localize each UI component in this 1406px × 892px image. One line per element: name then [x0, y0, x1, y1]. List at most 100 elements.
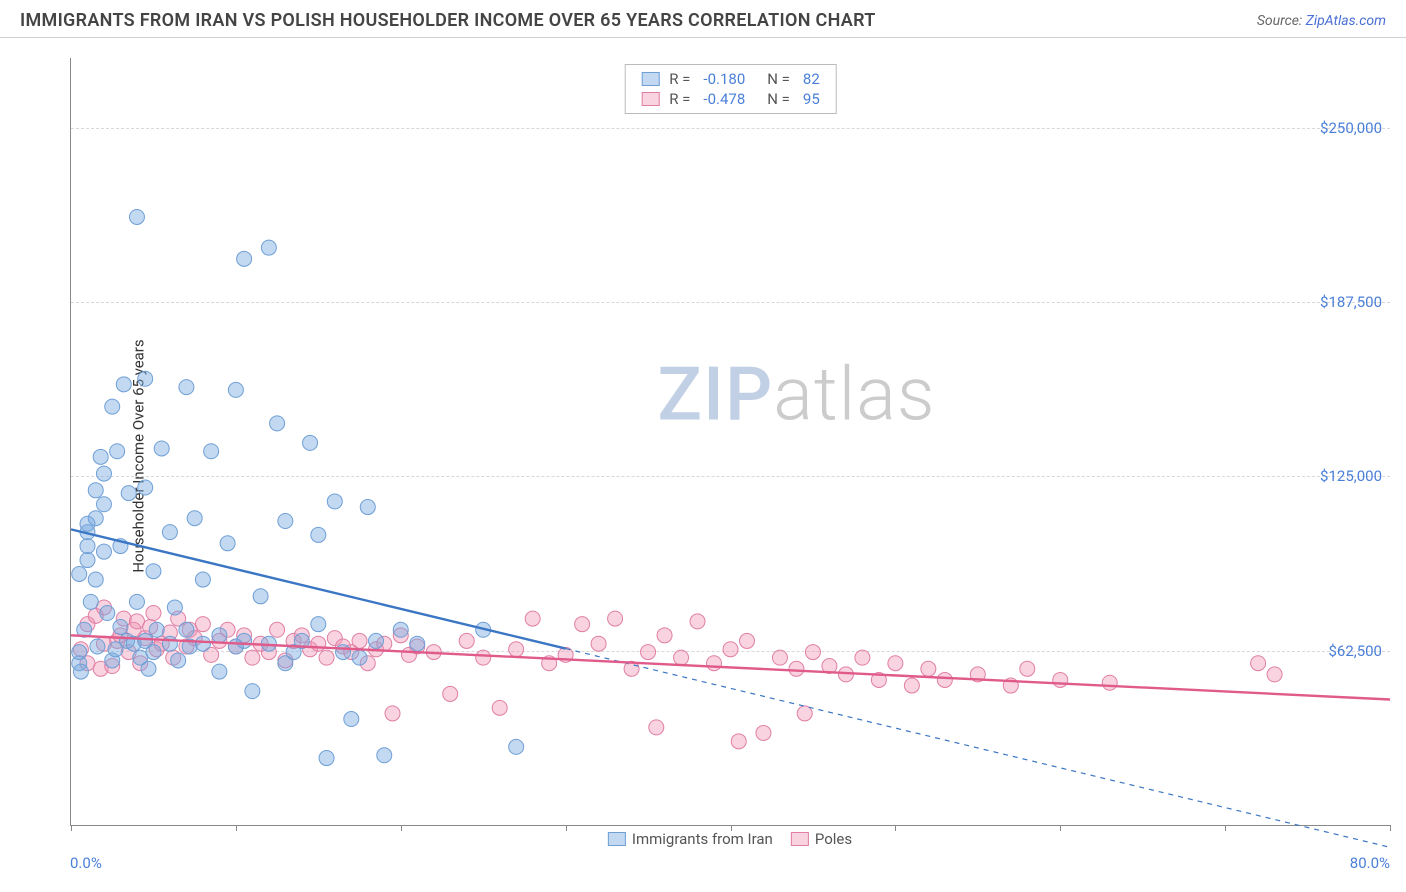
scatter-point — [410, 636, 425, 651]
scatter-point — [1102, 675, 1117, 690]
scatter-point — [270, 622, 285, 637]
corr-legend-row: R = -0.478 N = 95 — [641, 89, 820, 109]
scatter-point — [96, 466, 111, 481]
source-label: Source: — [1257, 13, 1302, 29]
scatter-point — [245, 684, 260, 699]
scatter-point — [83, 594, 98, 609]
scatter-point — [739, 633, 754, 648]
plot-area: R =-0.180N =82R =-0.478N =95 ZIPatlas $6… — [70, 58, 1390, 826]
scatter-point — [319, 751, 334, 766]
x-tick — [236, 825, 237, 831]
scatter-point — [855, 650, 870, 665]
corr-r-label: R = — [669, 90, 690, 108]
scatter-point — [1251, 656, 1266, 671]
x-end-label: 80.0% — [1350, 854, 1390, 872]
scatter-point — [270, 416, 285, 431]
scatter-point — [146, 606, 161, 621]
scatter-point — [393, 622, 408, 637]
series-legend: Immigrants from Iran Poles — [608, 830, 852, 848]
legend-swatch — [641, 72, 659, 86]
scatter-point — [344, 712, 359, 727]
scatter-point — [110, 444, 125, 459]
scatter-point — [220, 536, 235, 551]
corr-n-value: 95 — [803, 90, 820, 108]
scatter-point — [138, 480, 153, 495]
legend-swatch — [791, 832, 809, 846]
scatter-point — [657, 628, 672, 643]
scatter-point — [212, 628, 227, 643]
scatter-point — [1020, 661, 1035, 676]
scatter-point — [904, 678, 919, 693]
scatter-point — [591, 636, 606, 651]
scatter-point — [772, 650, 787, 665]
legend-swatch — [608, 832, 626, 846]
scatter-point — [649, 720, 664, 735]
scatter-point — [141, 661, 156, 676]
scatter-point — [888, 656, 903, 671]
scatter-point — [336, 645, 351, 660]
scatter-point — [195, 617, 210, 632]
scatter-point — [96, 544, 111, 559]
scatter-point — [245, 650, 260, 665]
scatter-point — [88, 483, 103, 498]
scatter-point — [212, 664, 227, 679]
scatter-point — [575, 617, 590, 632]
scatter-point — [674, 650, 689, 665]
x-start-label: 0.0% — [70, 854, 102, 872]
x-tick — [1225, 825, 1226, 831]
legend-label: Immigrants from Iran — [632, 830, 773, 848]
scatter-point — [113, 619, 128, 634]
scatter-point — [1267, 667, 1282, 682]
scatter-svg — [71, 58, 1390, 825]
corr-n-label: N = — [767, 70, 790, 88]
legend-item: Poles — [791, 830, 852, 848]
scatter-point — [88, 511, 103, 526]
scatter-point — [228, 382, 243, 397]
chart-container: Householder Income Over 65 years R =-0.1… — [52, 50, 1390, 862]
scatter-point — [311, 527, 326, 542]
scatter-point — [146, 645, 161, 660]
scatter-point — [105, 399, 120, 414]
scatter-point — [195, 572, 210, 587]
scatter-point — [154, 441, 169, 456]
scatter-point — [369, 633, 384, 648]
scatter-point — [311, 636, 326, 651]
scatter-point — [377, 748, 392, 763]
corr-n-value: 82 — [803, 70, 820, 88]
scatter-point — [138, 371, 153, 386]
scatter-point — [121, 486, 136, 501]
scatter-point — [476, 650, 491, 665]
scatter-point — [385, 706, 400, 721]
scatter-point — [690, 614, 705, 629]
scatter-point — [509, 739, 524, 754]
scatter-point — [72, 566, 87, 581]
scatter-point — [352, 633, 367, 648]
scatter-point — [195, 636, 210, 651]
x-tick — [895, 825, 896, 831]
x-tick — [1060, 825, 1061, 831]
scatter-point — [73, 664, 88, 679]
scatter-point — [149, 622, 164, 637]
x-tick — [401, 825, 402, 831]
corr-r-value: -0.180 — [703, 70, 745, 88]
scatter-point — [88, 572, 103, 587]
scatter-point — [129, 594, 144, 609]
scatter-point — [443, 686, 458, 701]
scatter-point — [80, 553, 95, 568]
scatter-point — [509, 642, 524, 657]
corr-r-value: -0.478 — [703, 90, 745, 108]
scatter-point — [360, 500, 375, 515]
legend-swatch — [641, 92, 659, 106]
scatter-point — [253, 589, 268, 604]
scatter-point — [187, 511, 202, 526]
corr-n-label: N = — [767, 90, 790, 108]
scatter-point — [756, 725, 771, 740]
scatter-point — [1053, 672, 1068, 687]
scatter-point — [72, 645, 87, 660]
correlation-legend: R = -0.180 N = 82R = -0.478 N = 95 — [624, 64, 837, 114]
scatter-point — [327, 494, 342, 509]
scatter-point — [278, 513, 293, 528]
source-link[interactable]: ZipAtlas.com — [1306, 13, 1386, 29]
scatter-point — [797, 706, 812, 721]
scatter-point — [352, 650, 367, 665]
